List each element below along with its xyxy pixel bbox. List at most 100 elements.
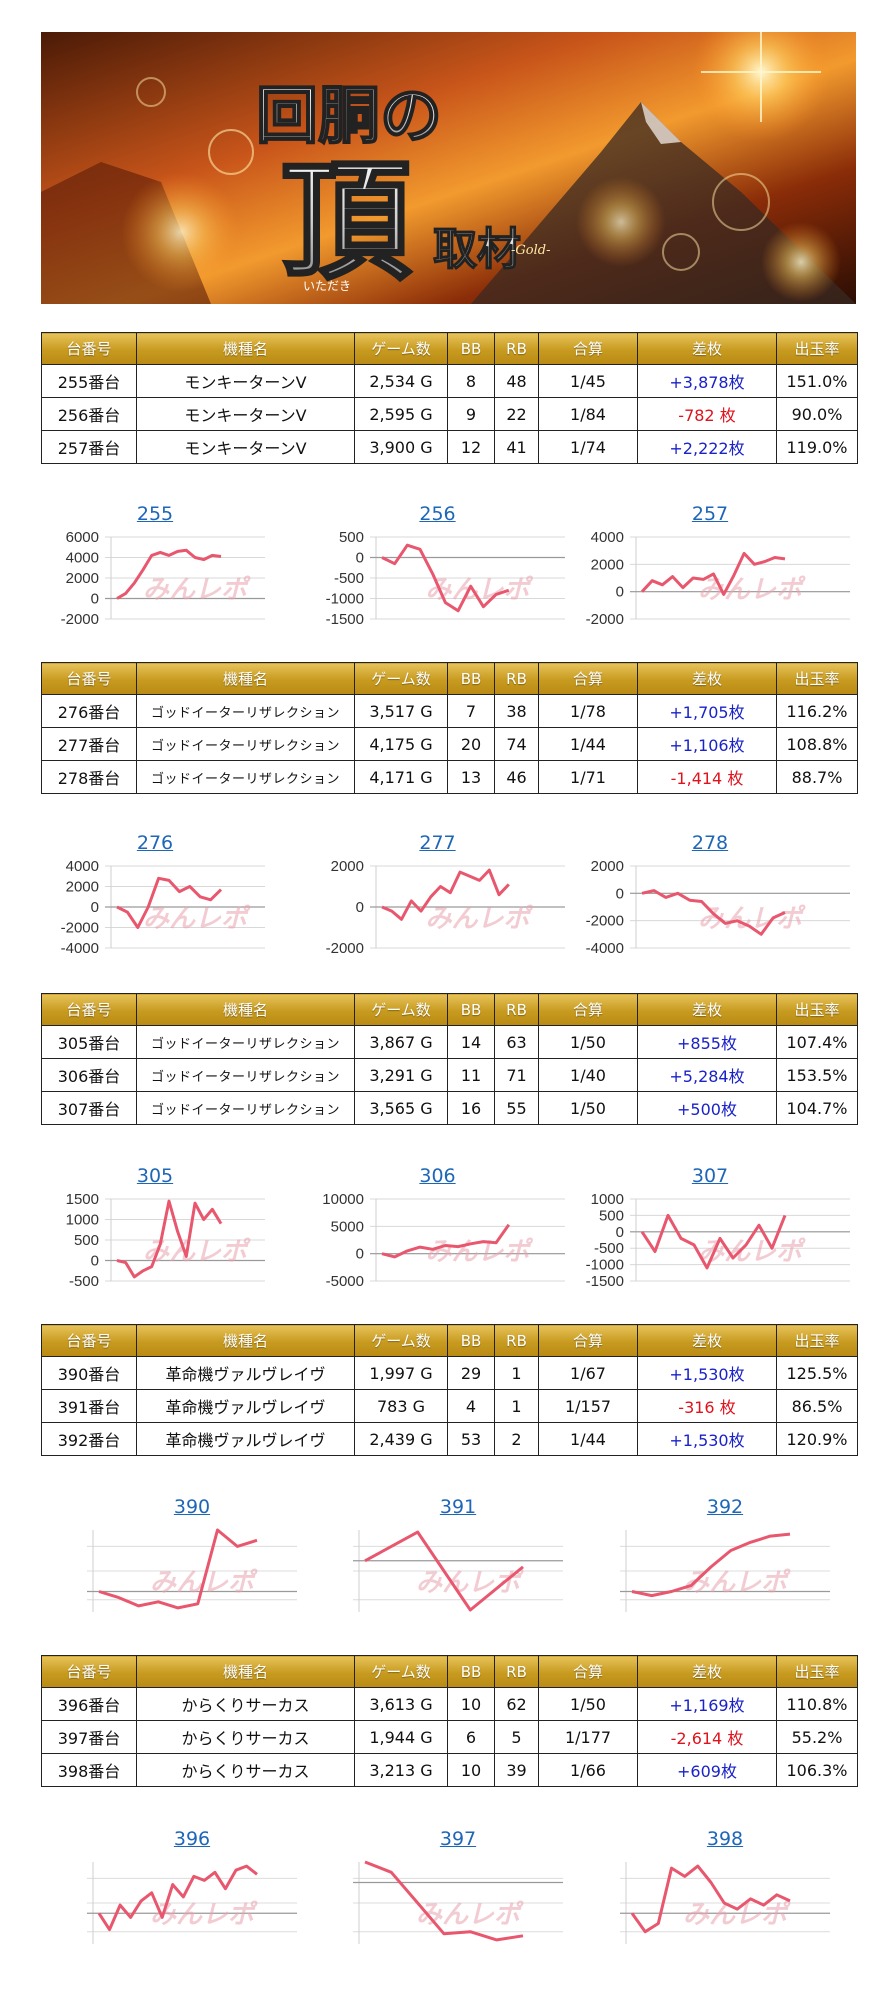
cell-machine: ゴッドイーターリザレクション	[136, 694, 355, 728]
series-line	[364, 1530, 524, 1612]
graph-278: 278 2000 0 -2000 -4000 みんレポ	[565, 832, 855, 959]
y-tick-label: 0	[91, 1253, 99, 1270]
y-tick-label: 1000	[66, 1212, 99, 1229]
y-tick-label: 0	[356, 1246, 364, 1263]
graph-title-link[interactable]: 392	[706, 1496, 744, 1518]
cell-num: 277番台	[41, 727, 137, 761]
cell-diff: +2,222枚	[637, 430, 777, 464]
watermark-logo: みんレポ	[143, 904, 251, 934]
graph-307: 307 1000 500 0 -500 -1000 -1500 みんレポ	[565, 1165, 855, 1292]
column-header: BB	[447, 332, 495, 365]
graph-plot: 4000 2000 0 -2000 -4000 みんレポ	[61, 858, 265, 957]
cell-rate: 116.2%	[776, 694, 858, 728]
graph-title-link[interactable]: 256	[419, 503, 456, 525]
graph-305: 305 1500 1000 500 0 -500 みんレポ	[40, 1165, 270, 1292]
cell-rb: 63	[494, 1025, 539, 1059]
watermark-logo: みんレポ	[698, 575, 806, 605]
cell-machine: モンキーターンV	[136, 364, 355, 398]
cell-diff: +1,530枚	[637, 1422, 777, 1456]
series-line	[640, 551, 786, 596]
cell-rate: 153.5%	[776, 1058, 858, 1092]
cell-machine: からくりサーカス	[136, 1753, 355, 1787]
graph-title-link[interactable]: 307	[691, 1165, 729, 1187]
column-header: RB	[494, 332, 539, 365]
banner-title-ruby: いただき	[303, 279, 351, 293]
column-header: 差枚	[637, 1324, 777, 1357]
graph-title-link[interactable]: 397	[439, 1828, 477, 1850]
cell-bb: 4	[447, 1389, 495, 1423]
column-header: 台番号	[41, 1324, 137, 1357]
graph-title-link[interactable]: 277	[419, 832, 456, 854]
graph-title-link[interactable]: 257	[691, 503, 729, 525]
cell-games: 1,997 G	[354, 1356, 448, 1390]
cell-rate: 86.5%	[776, 1389, 858, 1423]
graph-257: 257 4000 2000 0 -2000 みんレポ	[565, 503, 855, 630]
series-line	[631, 1532, 791, 1598]
y-tick-label: 2000	[66, 879, 99, 896]
cell-bb: 16	[447, 1091, 495, 1125]
cell-num: 397番台	[41, 1720, 137, 1754]
cell-diff: -1,414 枚	[637, 760, 777, 794]
y-tick-label: 2000	[591, 556, 624, 573]
graph-plot: みんレポ	[353, 1860, 563, 1944]
graph-plot: みんレポ	[353, 1530, 563, 1612]
y-tick-label: 4000	[66, 550, 99, 567]
column-header: 出玉率	[776, 1655, 858, 1688]
table-row: 256番台 モンキーターンV 2,595 G 9 22 1/84 -782 枚 90.0%	[41, 397, 858, 431]
graph-plot: 2000 0 -2000 みんレポ	[326, 858, 565, 957]
cell-machine: ゴッドイーターリザレクション	[136, 760, 355, 794]
machine-table: 台番号 機種名 ゲーム数 BB RB 合算 差枚 出玉率 396番台 からくりサーカス 3,613 …	[41, 1655, 858, 1787]
column-header: 機種名	[136, 1324, 355, 1357]
column-header: BB	[447, 993, 495, 1026]
graph-plot: みんレポ	[620, 1530, 830, 1612]
cell-combined: 1/40	[538, 1058, 638, 1092]
cell-diff: +5,284枚	[637, 1058, 777, 1092]
graph-title-link[interactable]: 396	[173, 1828, 211, 1850]
watermark-logo: みんレポ	[150, 1900, 258, 1930]
y-tick-label: -2000	[61, 611, 99, 628]
cell-rb: 5	[494, 1720, 539, 1754]
graph-plot: みんレポ	[620, 1862, 830, 1944]
banner-title-big: 頂	[281, 145, 412, 298]
graph-title-link[interactable]: 278	[691, 832, 729, 854]
cell-rb: 1	[494, 1389, 539, 1423]
graph-title-link[interactable]: 305	[136, 1165, 174, 1187]
y-tick-label: 0	[616, 584, 624, 601]
y-tick-label: 0	[91, 591, 99, 608]
y-tick-label: -2000	[61, 920, 99, 937]
series-line	[116, 548, 222, 600]
cell-diff: +500枚	[637, 1091, 777, 1125]
column-header: 台番号	[41, 662, 137, 695]
cell-rb: 2	[494, 1422, 539, 1456]
series-line	[640, 1213, 787, 1270]
series-line	[381, 868, 510, 921]
graph-title-link[interactable]: 398	[706, 1828, 744, 1850]
cell-games: 4,175 G	[354, 727, 448, 761]
y-tick-label: -500	[334, 570, 364, 587]
cell-machine: モンキーターンV	[136, 430, 355, 464]
cell-bb: 53	[447, 1422, 495, 1456]
cell-num: 390番台	[41, 1356, 137, 1390]
column-header: 差枚	[637, 1655, 777, 1688]
cell-rb: 55	[494, 1091, 539, 1125]
column-header: BB	[447, 1324, 495, 1357]
cell-machine: ゴッドイーターリザレクション	[136, 1091, 355, 1125]
graph-title-link[interactable]: 391	[439, 1496, 477, 1518]
graph-396: 396 みんレポ	[82, 1828, 302, 1955]
cell-rate: 125.5%	[776, 1356, 858, 1390]
series-line	[116, 1199, 223, 1279]
graph-title-link[interactable]: 390	[173, 1496, 211, 1518]
graph-plot: みんレポ	[87, 1528, 297, 1612]
cell-rb: 22	[494, 397, 539, 431]
graph-title-link[interactable]: 276	[136, 832, 174, 854]
graph-277: 277 2000 0 -2000 みんレポ	[305, 832, 570, 959]
watermark-logo: みんレポ	[416, 1900, 524, 1930]
y-tick-label: 0	[356, 550, 364, 567]
column-header: 出玉率	[776, 993, 858, 1026]
y-tick-label: -2000	[586, 913, 624, 930]
graph-title-link[interactable]: 306	[419, 1165, 456, 1187]
y-tick-label: 4000	[66, 858, 99, 875]
y-tick-label: -500	[69, 1273, 99, 1290]
graph-title-link[interactable]: 255	[136, 503, 174, 525]
graph-397: 397 みんレポ	[348, 1828, 568, 1955]
